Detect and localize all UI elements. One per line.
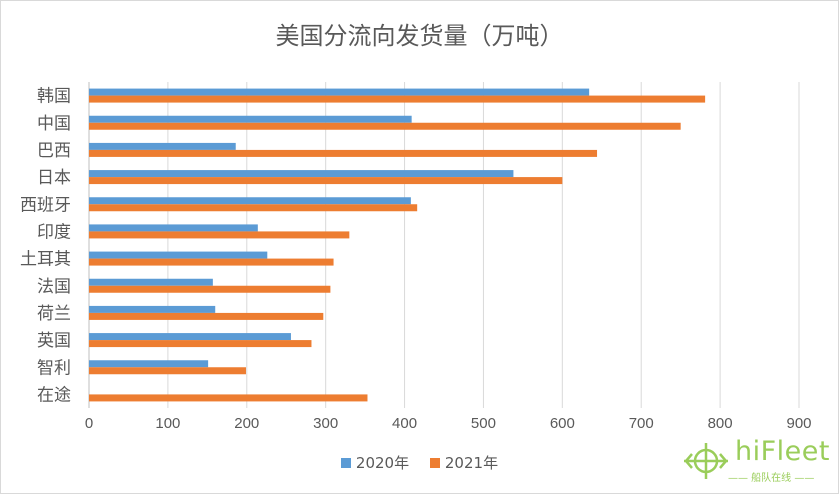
chart-title: 美国分流向发货量（万吨） (275, 22, 564, 50)
x-tick-label: 100 (155, 415, 180, 432)
x-tick-label: 200 (234, 415, 259, 432)
bar-2020 (89, 224, 258, 232)
legend: 2020年 2021年 (0, 452, 839, 473)
bar-2020 (89, 170, 514, 178)
bar-2021 (89, 95, 706, 103)
hifleet-logo: hiFleet —— 船队在线 —— (680, 436, 830, 486)
legend-swatch-2020 (340, 457, 351, 468)
category-label: 在途 (37, 385, 71, 405)
bar-2020 (89, 197, 411, 205)
category-label: 日本 (37, 168, 71, 188)
category-label: 韩国 (37, 87, 71, 107)
x-tick-label: 300 (313, 415, 338, 432)
logo-tagline: —— 船队在线 —— (728, 473, 815, 484)
x-tick-label: 600 (550, 415, 575, 432)
legend-item-2021: 2021年 (429, 452, 499, 473)
bar-2021 (89, 258, 334, 266)
category-label: 荷兰 (37, 304, 71, 324)
category-label: 西班牙 (20, 195, 71, 215)
legend-item-2020: 2020年 (340, 452, 410, 473)
x-tick-label: 700 (629, 415, 654, 432)
bar-2021 (89, 367, 246, 375)
bar-2021 (89, 285, 331, 293)
x-tick-label: 400 (392, 415, 417, 432)
bar-2020 (89, 278, 213, 286)
x-tick-label: 800 (708, 415, 733, 432)
category-label: 土耳其 (20, 250, 71, 270)
logo-brand-text: hiFleet (735, 436, 830, 467)
logo-mark-icon (684, 443, 728, 479)
bar-2021 (89, 204, 418, 212)
x-tick-label: 0 (85, 415, 93, 432)
bar-2020 (89, 88, 590, 96)
bar-2020 (89, 142, 236, 150)
bar-2021 (89, 149, 598, 157)
category-label: 印度 (37, 222, 71, 242)
category-label: 智利 (37, 358, 71, 378)
bar-2021 (89, 340, 312, 348)
category-label: 法国 (37, 277, 71, 297)
bar-2021 (89, 312, 324, 320)
x-tick-label: 900 (786, 415, 811, 432)
bar-2020 (89, 305, 216, 313)
legend-swatch-2021 (429, 457, 440, 468)
bar-2020 (89, 251, 268, 259)
legend-label-2021: 2021年 (444, 454, 499, 472)
category-label: 中国 (37, 114, 71, 134)
bar-2020 (89, 360, 209, 368)
bar-2020 (89, 333, 291, 341)
x-tick-label: 500 (471, 415, 496, 432)
bar-2021 (89, 177, 563, 185)
category-label: 英国 (37, 331, 71, 351)
bar-2021 (89, 231, 350, 239)
bar-2021 (89, 122, 681, 130)
legend-label-2020: 2020年 (355, 454, 410, 472)
category-label: 巴西 (37, 141, 71, 161)
bar-2021 (89, 394, 368, 402)
bar-2020 (89, 115, 412, 123)
